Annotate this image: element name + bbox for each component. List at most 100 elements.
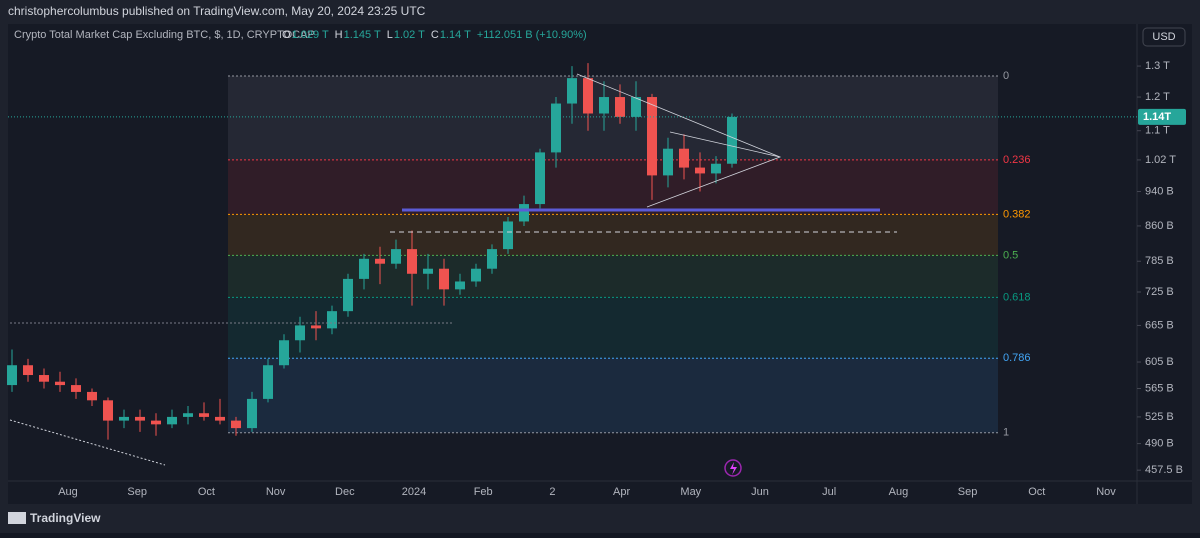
fib-label: 1 bbox=[1003, 427, 1009, 439]
y-tick-label: 1.2 T bbox=[1145, 91, 1170, 103]
candle-body bbox=[407, 249, 417, 274]
fib-label: 0.236 bbox=[1003, 154, 1031, 166]
candle-body bbox=[487, 249, 497, 269]
candle-body bbox=[359, 258, 369, 279]
x-tick-label: Apr bbox=[613, 486, 630, 498]
candle-body bbox=[471, 268, 481, 282]
ohlc-value: 1.14 T bbox=[440, 29, 471, 41]
ohlc-value: 1.029 T bbox=[292, 29, 329, 41]
candle-body bbox=[551, 103, 561, 153]
x-tick-label: Aug bbox=[889, 486, 909, 498]
symbol: Crypto Total Market Cap Excluding BTC, $… bbox=[14, 29, 315, 41]
trend-line-down bbox=[9, 419, 166, 466]
currency[interactable]: USD bbox=[1152, 31, 1175, 43]
y-tick-label: 725 B bbox=[1145, 286, 1174, 298]
y-tick-label: 1.3 T bbox=[1145, 60, 1170, 72]
y-tick-label: 525 B bbox=[1145, 411, 1174, 423]
logo-icon bbox=[8, 512, 26, 524]
x-tick-label: Sep bbox=[958, 486, 978, 498]
y-tick-label: 940 B bbox=[1145, 185, 1174, 197]
candle-body bbox=[343, 278, 353, 312]
fib-label: 0.382 bbox=[1003, 208, 1031, 220]
currency-button[interactable] bbox=[1142, 27, 1186, 47]
candle-body bbox=[39, 375, 49, 382]
trend-line bbox=[669, 131, 781, 158]
x-tick-label: Dec bbox=[335, 486, 355, 498]
candle-body bbox=[439, 268, 449, 290]
x-tick-label: Oct bbox=[1028, 486, 1045, 498]
fib-band bbox=[228, 255, 998, 298]
ohlc-label: H bbox=[335, 29, 343, 41]
fib-band bbox=[228, 159, 998, 215]
fib-band bbox=[228, 76, 998, 160]
fib-label: 0.786 bbox=[1003, 352, 1031, 364]
candle-body bbox=[727, 116, 737, 164]
change: +112.051 B (+10.90%) bbox=[477, 29, 587, 41]
y-tick-label: 605 B bbox=[1145, 356, 1174, 368]
candle-body bbox=[87, 391, 97, 401]
candle-body bbox=[167, 416, 177, 425]
ohlc-label: O bbox=[282, 29, 291, 41]
x-tick-label: Oct bbox=[198, 486, 215, 498]
ohlc-value: 1.02 T bbox=[394, 29, 425, 41]
x-tick-label: Jul bbox=[822, 486, 836, 498]
candle-body bbox=[103, 400, 113, 421]
candle-body bbox=[567, 78, 577, 104]
y-tick-label: 457.5 B bbox=[1145, 464, 1183, 476]
y-tick-label: 785 B bbox=[1145, 255, 1174, 267]
ohlc-value: 1.145 T bbox=[344, 29, 381, 41]
y-tick-label: 490 B bbox=[1145, 438, 1174, 450]
x-tick-label: Nov bbox=[266, 486, 286, 498]
x-tick-label: Nov bbox=[1096, 486, 1116, 498]
ohlc-label: L bbox=[387, 29, 393, 41]
fib-label: 0.5 bbox=[1003, 249, 1018, 261]
candle-body bbox=[327, 311, 337, 329]
candle-body bbox=[423, 268, 433, 274]
fib-band bbox=[228, 297, 998, 359]
candle-body bbox=[599, 97, 609, 114]
candle-body bbox=[663, 148, 673, 176]
candle-body bbox=[231, 420, 241, 429]
candle-body bbox=[135, 416, 145, 421]
candle-body bbox=[711, 163, 721, 174]
candle-body bbox=[503, 221, 513, 250]
last-price-label: 1.14T bbox=[1143, 111, 1171, 123]
fib-band bbox=[228, 214, 998, 256]
y-tick-label: 860 B bbox=[1145, 220, 1174, 232]
y-tick-label: 665 B bbox=[1145, 319, 1174, 331]
candle-body bbox=[23, 365, 33, 376]
candle-body bbox=[199, 413, 209, 417]
candle-body bbox=[215, 416, 225, 421]
x-tick-label: Jun bbox=[751, 486, 769, 498]
event-icon[interactable] bbox=[724, 459, 742, 477]
x-tick-label: Sep bbox=[127, 486, 147, 498]
x-tick-label: Feb bbox=[474, 486, 493, 498]
publisher: christophercolumbus published on Trading… bbox=[8, 4, 426, 18]
fib-label: 0 bbox=[1003, 70, 1009, 82]
candle-body bbox=[695, 167, 705, 174]
candle-body bbox=[55, 381, 65, 386]
candle-body bbox=[679, 148, 689, 168]
candle-body bbox=[295, 325, 305, 341]
x-tick-label: Aug bbox=[58, 486, 78, 498]
brand: TradingView bbox=[30, 511, 101, 525]
ohlc-label: C bbox=[431, 29, 439, 41]
candle-body bbox=[151, 420, 161, 425]
candle-body bbox=[519, 204, 529, 222]
x-tick-label: 2024 bbox=[402, 486, 426, 498]
legend: Crypto Total Market Cap Excluding BTC, $… bbox=[14, 29, 587, 41]
candle-body bbox=[311, 325, 321, 329]
x-tick-label: May bbox=[680, 486, 701, 498]
candle-body bbox=[71, 385, 81, 392]
candle-body bbox=[631, 97, 641, 117]
candle-body bbox=[7, 365, 17, 386]
fib-label: 0.618 bbox=[1003, 291, 1031, 303]
candle-body bbox=[615, 97, 625, 117]
x-tick-label: 2 bbox=[549, 486, 555, 498]
candle-body bbox=[263, 365, 273, 399]
candle-body bbox=[647, 97, 657, 176]
y-tick-label: 565 B bbox=[1145, 382, 1174, 394]
fib-band bbox=[228, 358, 998, 433]
candle-body bbox=[279, 340, 289, 366]
